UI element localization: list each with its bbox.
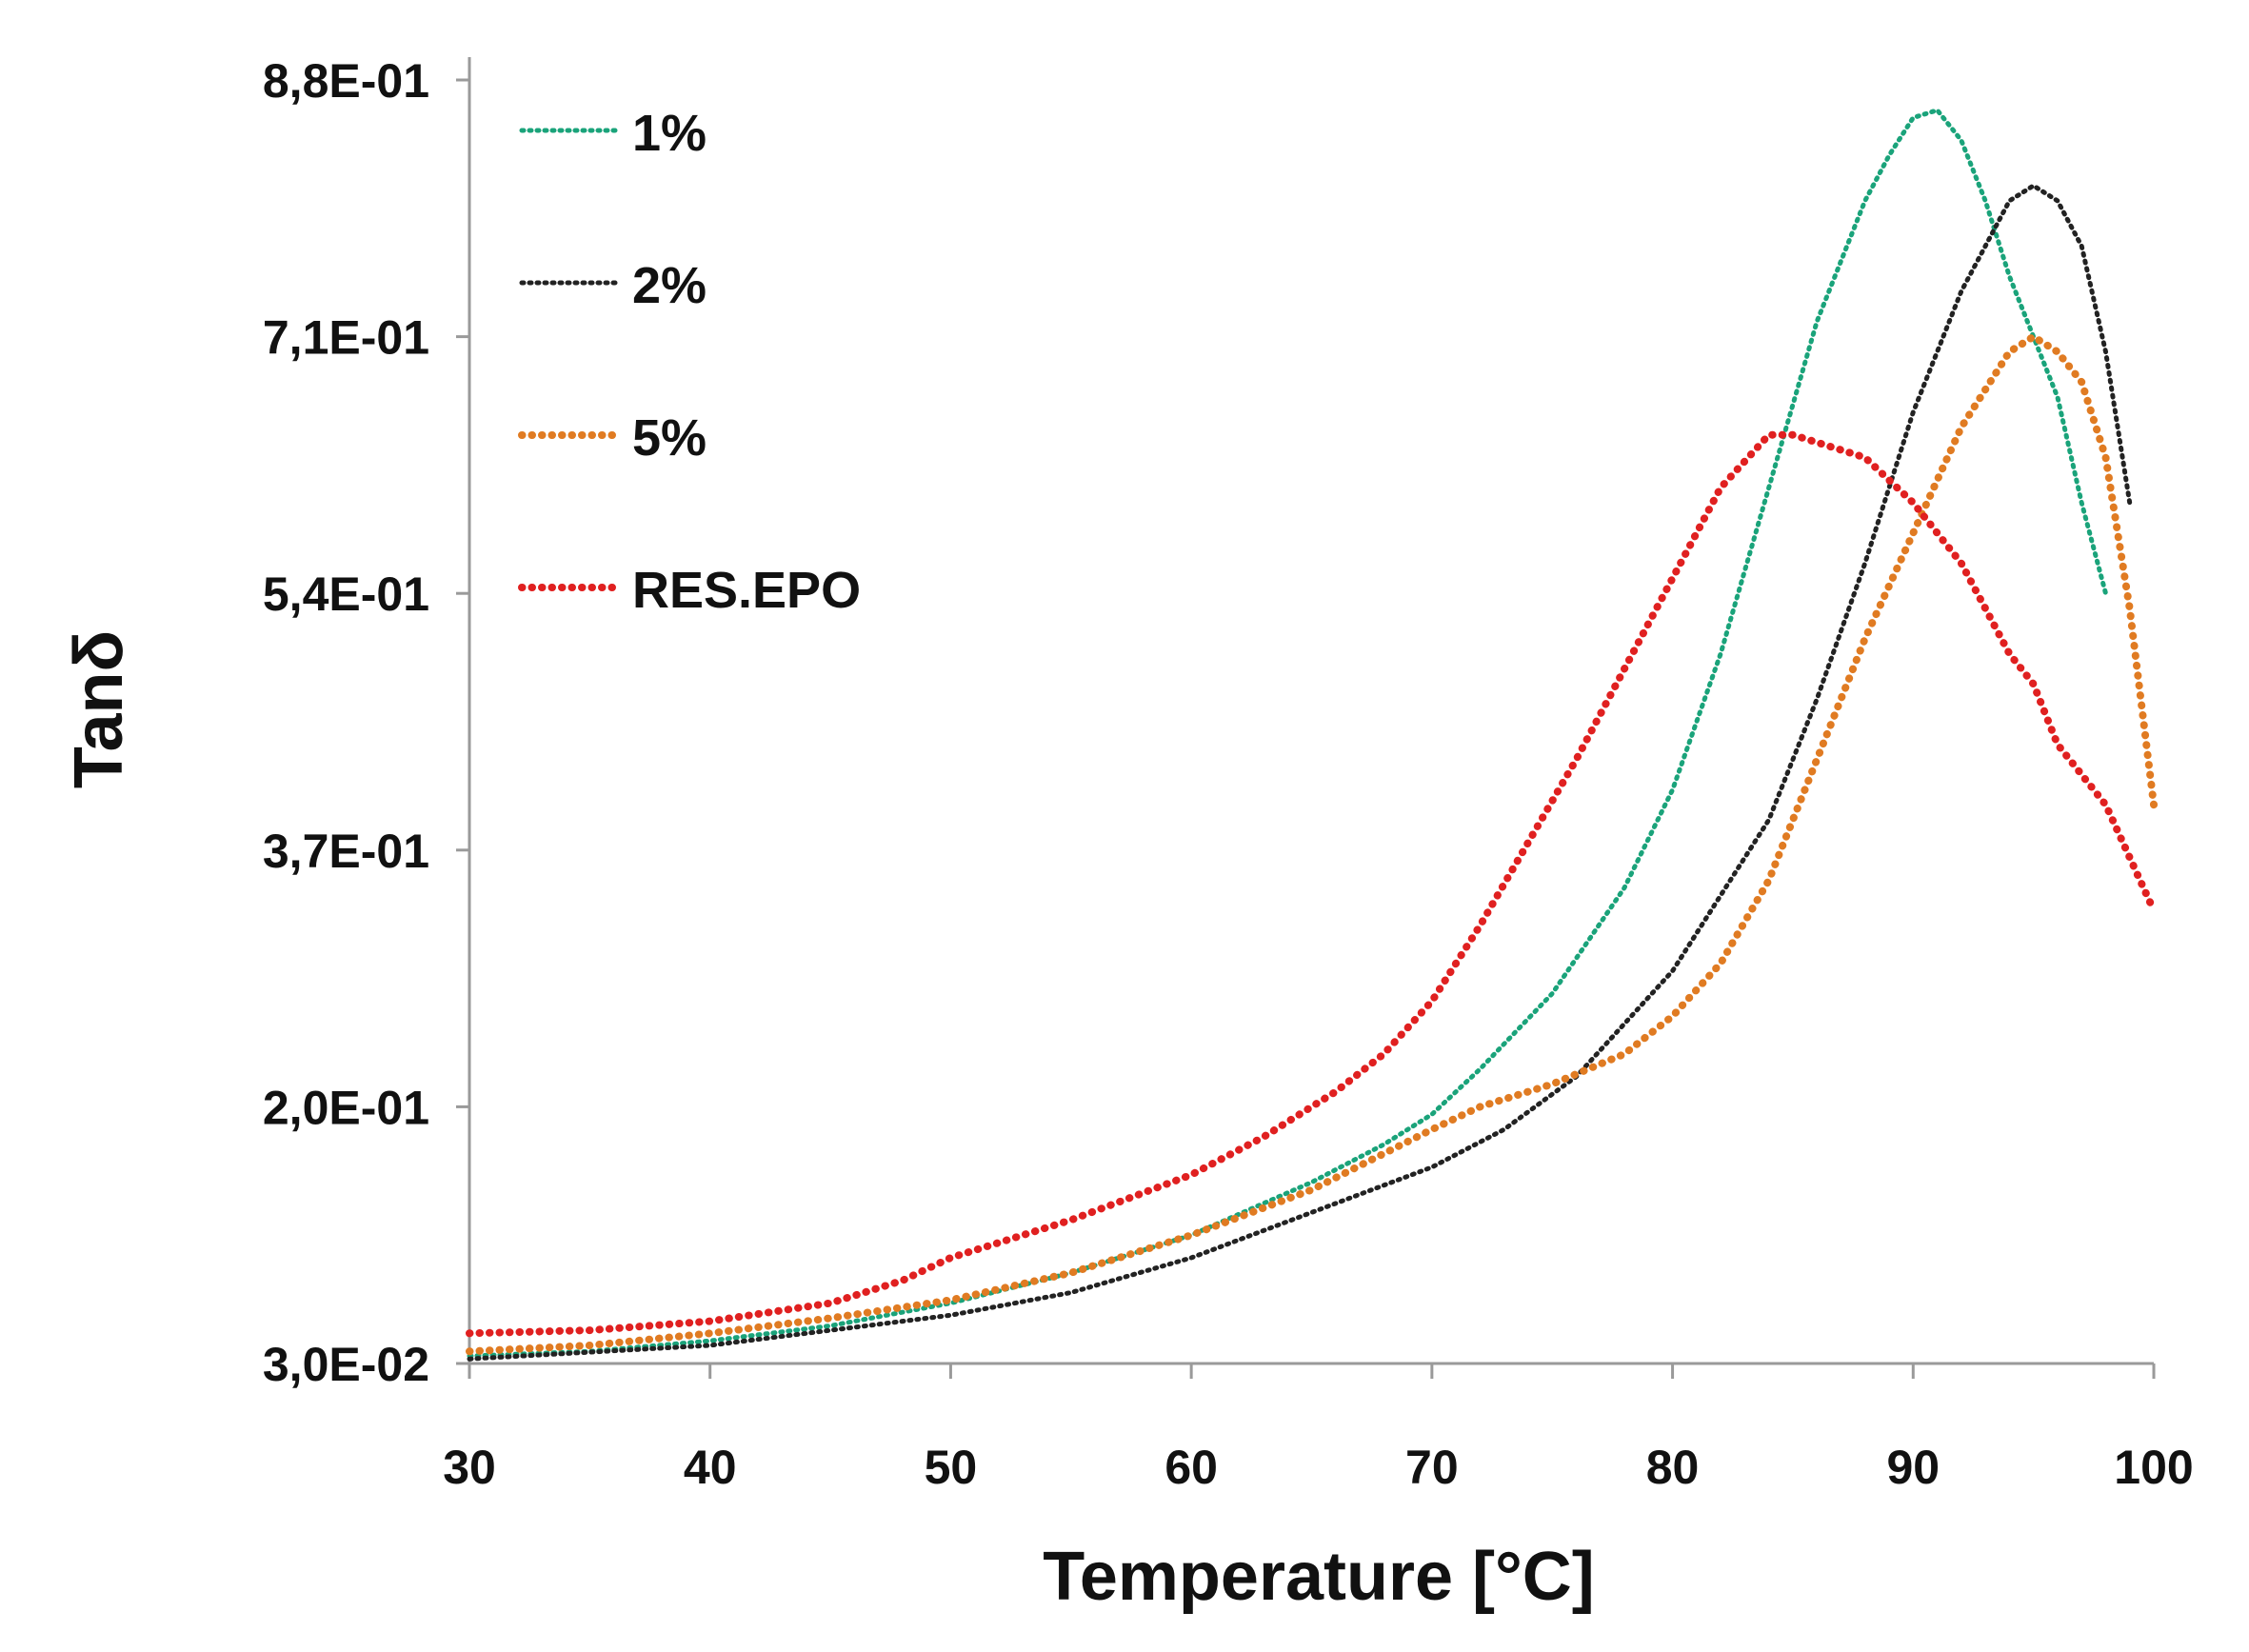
series-line-5	[466, 332, 2158, 1356]
legend: 1% 2% 5% RES.EPO	[518, 105, 861, 619]
legend-label-1: 1%	[632, 105, 707, 162]
y-tick-label: 7,1E-01	[263, 311, 429, 365]
plot-area	[468, 57, 2154, 1365]
legend-label-2: 2%	[632, 257, 707, 314]
x-tick-label: 50	[925, 1441, 978, 1494]
series-line-1	[467, 108, 2108, 1359]
y-tick-label: 3,7E-01	[263, 825, 429, 878]
series-line-2	[467, 183, 2133, 1362]
x-tick-label: 80	[1646, 1441, 1700, 1494]
y-axis-title: Tanδ	[61, 630, 137, 788]
series-layer	[466, 108, 2158, 1362]
x-tick-label: 90	[1886, 1441, 1940, 1494]
x-tick-label: 100	[2114, 1441, 2193, 1494]
legend-label-res-epo: RES.EPO	[632, 562, 861, 619]
y-tick-label: 8,8E-01	[263, 54, 429, 108]
x-tick-label: 40	[684, 1441, 737, 1494]
y-tick-label: 2,0E-01	[263, 1081, 429, 1134]
series-line-res-epo	[466, 430, 2158, 1338]
y-ticks: 3,0E-02 2,0E-01 3,7E-01 5,4E-01 7,1E-01 8,8E-…	[263, 54, 469, 1391]
x-ticks: 30 40 50 60 70 80 90 100	[443, 1363, 2194, 1494]
x-tick-label: 70	[1405, 1441, 1459, 1494]
legend-label-5: 5%	[632, 409, 707, 467]
x-tick-label: 30	[443, 1441, 496, 1494]
x-tick-label: 60	[1164, 1441, 1218, 1494]
x-axis-title: Temperature [°C]	[1043, 1539, 1595, 1615]
y-tick-label: 5,4E-01	[263, 567, 429, 621]
y-tick-label: 3,0E-02	[263, 1338, 429, 1391]
